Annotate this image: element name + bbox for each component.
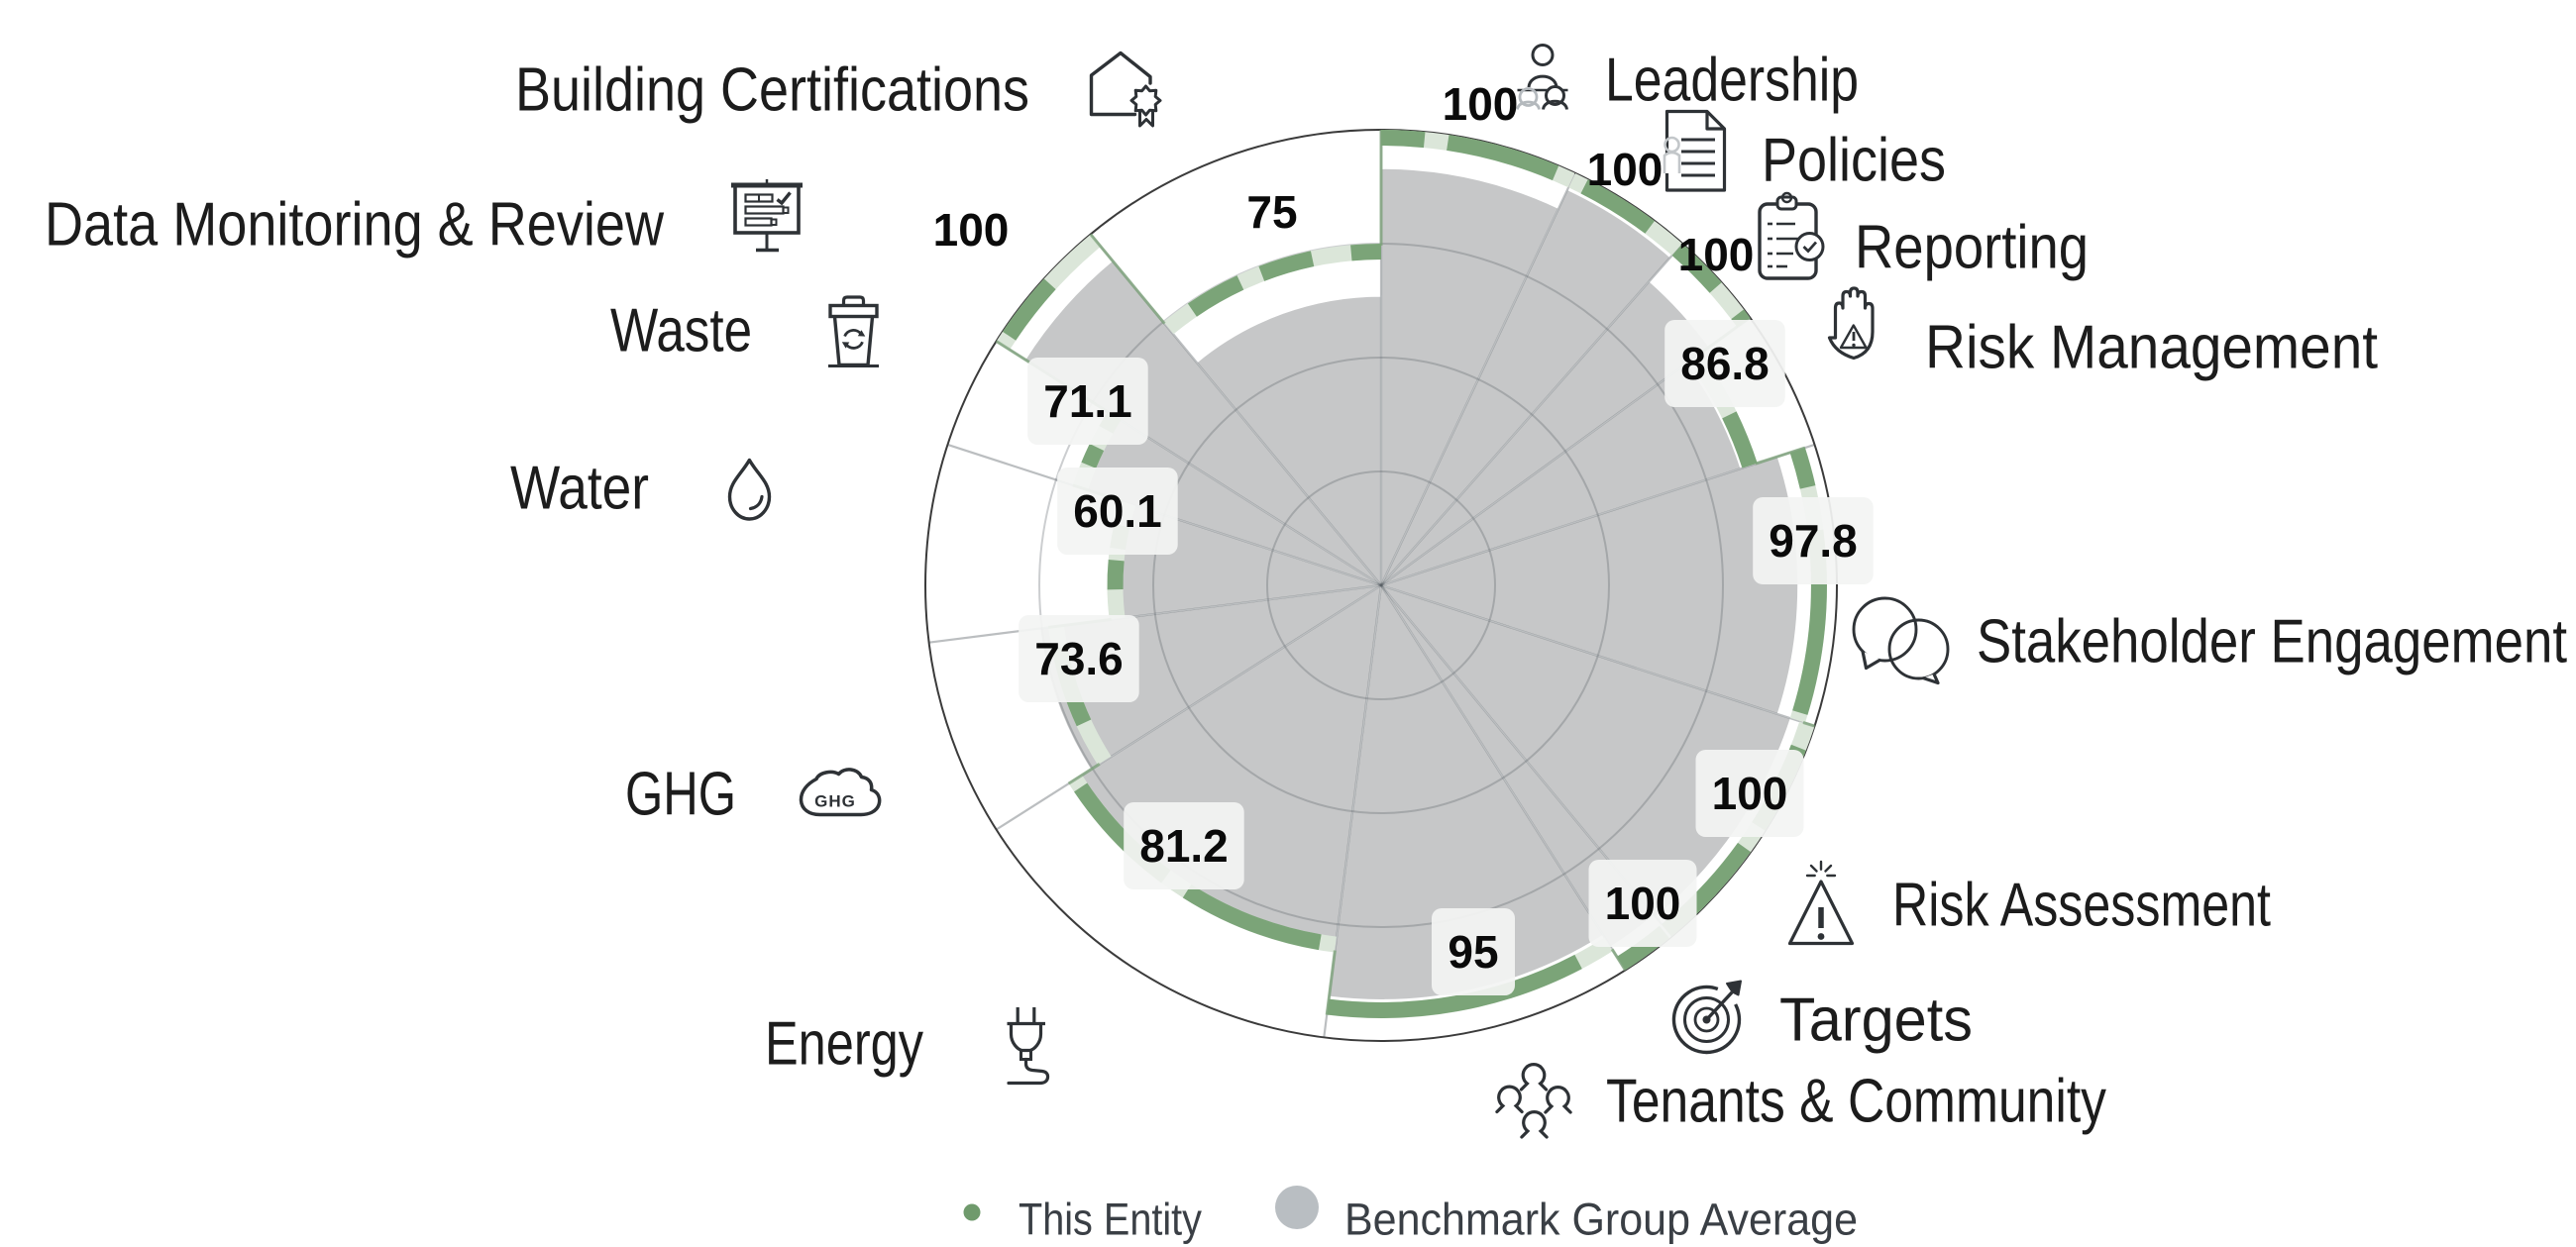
svg-text:100: 100 (1443, 78, 1519, 130)
svg-text:81.2: 81.2 (1139, 820, 1229, 872)
svg-text:Building Certifications: Building Certifications (515, 56, 1029, 125)
svg-text:Reporting: Reporting (1855, 214, 2089, 282)
svg-text:100: 100 (933, 204, 1010, 256)
svg-text:Waste: Waste (610, 297, 752, 365)
svg-text:Data Monitoring & Review: Data Monitoring & Review (45, 191, 664, 260)
svg-text:100: 100 (1587, 144, 1664, 195)
svg-text:73.6: 73.6 (1034, 633, 1124, 684)
svg-text:86.8: 86.8 (1680, 338, 1770, 389)
svg-text:97.8: 97.8 (1769, 515, 1858, 567)
svg-text:60.1: 60.1 (1073, 485, 1162, 537)
svg-text:GHG: GHG (625, 761, 736, 829)
svg-text:Benchmark Group Average: Benchmark Group Average (1344, 1195, 1858, 1245)
svg-text:Water: Water (510, 455, 649, 523)
svg-text:GHG: GHG (814, 792, 856, 811)
svg-text:Risk Management: Risk Management (1925, 314, 2378, 382)
svg-text:This Entity: This Entity (1019, 1195, 1202, 1245)
svg-text:100: 100 (1605, 878, 1681, 929)
svg-text:100: 100 (1712, 768, 1788, 819)
svg-text:Risk Assessment: Risk Assessment (1892, 872, 2271, 940)
svg-text:100: 100 (1678, 229, 1755, 280)
svg-text:Tenants & Community: Tenants & Community (1606, 1068, 2106, 1136)
svg-text:Policies: Policies (1762, 127, 1946, 195)
svg-text:75: 75 (1246, 186, 1297, 238)
svg-text:95: 95 (1448, 926, 1498, 978)
svg-text:71.1: 71.1 (1043, 375, 1132, 427)
svg-text:Energy: Energy (765, 1010, 923, 1079)
svg-text:Stakeholder Engagement: Stakeholder Engagement (1977, 608, 2567, 676)
svg-text:Targets: Targets (1779, 987, 1973, 1055)
svg-text:Leadership: Leadership (1605, 47, 1859, 115)
